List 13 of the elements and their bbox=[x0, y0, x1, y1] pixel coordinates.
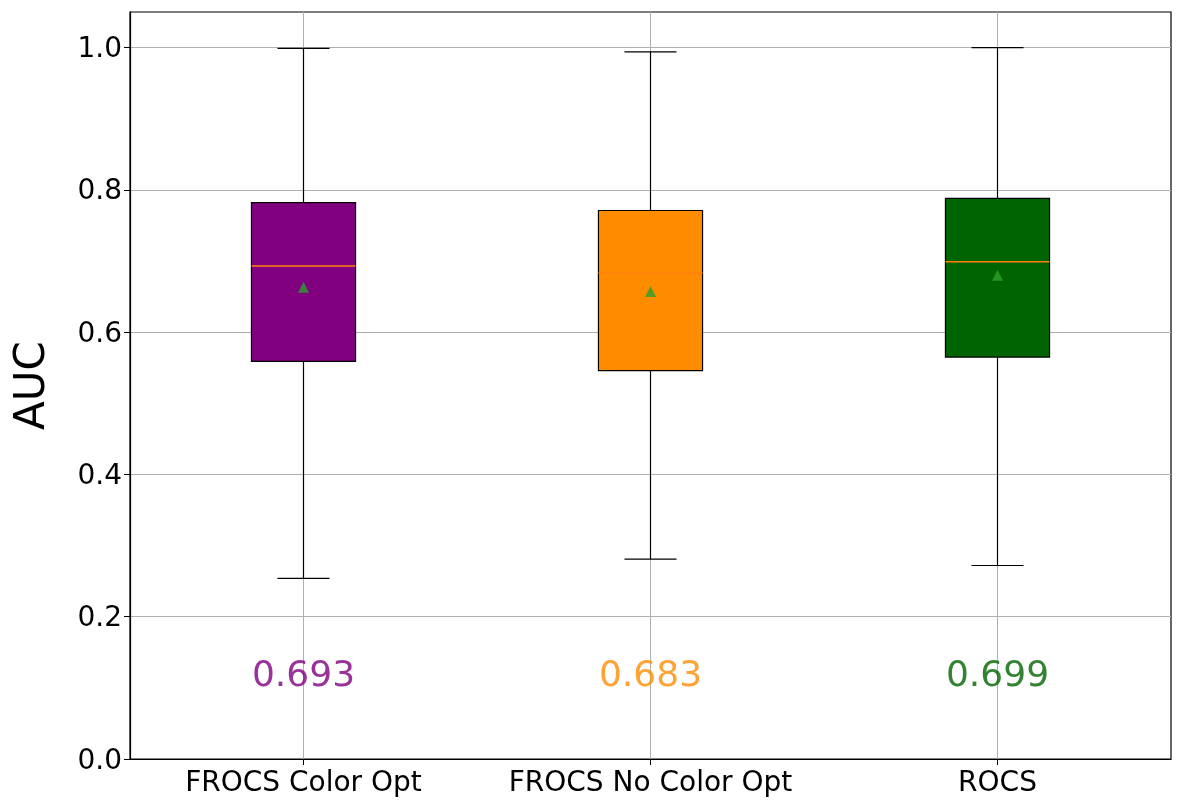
y-tick-label: 0.8 bbox=[77, 173, 122, 207]
x-tick-label: FROCS No Color Opt bbox=[508, 764, 793, 798]
y-tick-label: 1.0 bbox=[77, 31, 122, 65]
annotation: 0.683 bbox=[598, 652, 703, 694]
x-tick-label: FROCS Color Opt bbox=[185, 764, 422, 798]
x-tick-label: ROCS bbox=[958, 764, 1037, 798]
y-tick-label: 0.6 bbox=[77, 315, 122, 349]
y-tick-label: 0.2 bbox=[77, 600, 122, 634]
annotation: 0.693 bbox=[251, 652, 356, 694]
annotation: 0.699 bbox=[945, 652, 1050, 694]
y-tick-label: 0.4 bbox=[77, 457, 122, 491]
y-axis-title: AUC bbox=[4, 341, 54, 430]
y-tick-label: 0.0 bbox=[77, 742, 122, 776]
